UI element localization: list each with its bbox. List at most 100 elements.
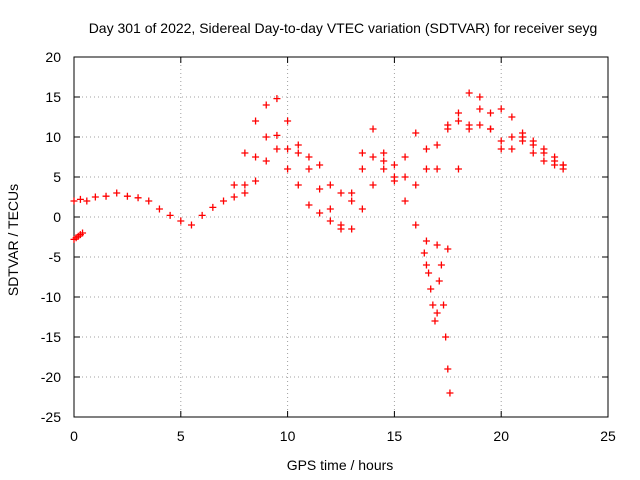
data-point [241,149,249,157]
data-point [435,277,443,285]
x-tick-label: 0 [70,428,78,444]
data-point [70,197,78,205]
data-point [401,173,409,181]
data-point [79,229,87,237]
data-point [422,165,430,173]
data-point [369,125,377,133]
data-point [155,205,163,213]
data-point [102,192,110,200]
data-point [230,193,238,201]
x-tick-labels: 0 5 10 15 20 25 [70,428,616,444]
data-point [380,157,388,165]
y-axis-label: SDTVAR / TECUs [5,184,21,296]
data-point [444,365,452,373]
x-tick-label: 10 [280,428,296,444]
data-point [401,197,409,205]
data-point [273,95,281,103]
data-point [262,157,270,165]
data-point [412,129,420,137]
data-point [273,131,281,139]
data-point [476,93,484,101]
data-point [454,109,462,117]
data-point [429,301,437,309]
x-tick-label: 5 [177,428,185,444]
data-point [198,211,206,219]
data-point [442,333,450,341]
data-point [284,165,292,173]
x-tick-label: 25 [600,428,616,444]
data-point [316,185,324,193]
data-point [420,249,428,257]
data-point [465,125,473,133]
data-point [540,145,548,153]
data-point [465,89,473,97]
data-point [508,133,516,141]
data-point [433,241,441,249]
data-point [369,153,377,161]
data-point [529,137,537,145]
data-point [497,137,505,145]
series-early-offset [70,229,87,243]
data-point [284,117,292,125]
chart-title: Day 301 of 2022, Sidereal Day-to-day VTE… [89,20,598,36]
data-point [551,161,559,169]
data-point [91,193,99,201]
data-point [427,285,435,293]
data-point [348,225,356,233]
data-point [444,245,452,253]
data-point [262,101,270,109]
data-point [305,153,313,161]
y-tick-label: 10 [45,129,61,145]
data-point [252,177,260,185]
data-point [252,153,260,161]
data-point [230,181,238,189]
data-point [337,189,345,197]
data-point [508,113,516,121]
data-point [390,177,398,185]
data-series [70,89,567,397]
data-point [446,389,454,397]
data-point [390,161,398,169]
data-point [209,203,217,211]
data-point [241,189,249,197]
y-tick-labels: -25 -20 -15 -10 -5 0 5 10 15 20 [41,49,61,425]
y-tick-label: -25 [41,409,61,425]
data-point [262,133,270,141]
data-point [508,145,516,153]
data-point [316,209,324,217]
data-point [380,149,388,157]
data-point [540,157,548,165]
series-deep-dip [420,249,454,397]
y-tick-label: 5 [53,169,61,185]
series-trace-a [70,89,567,229]
data-point [519,133,527,141]
data-point [422,145,430,153]
data-point [358,165,366,173]
data-point [113,189,121,197]
data-point [454,117,462,125]
data-point [551,153,559,161]
x-tick-label: 15 [387,428,403,444]
data-point [284,145,292,153]
y-tick-label: -10 [41,289,61,305]
data-point [497,145,505,153]
data-point [358,205,366,213]
data-point [316,161,324,169]
data-point [412,221,420,229]
data-point [422,261,430,269]
data-point [437,261,445,269]
data-point [305,165,313,173]
data-point [166,211,174,219]
data-point [294,181,302,189]
data-point [425,269,433,277]
data-point [123,192,131,200]
data-point [337,225,345,233]
data-point [326,205,334,213]
axis-ticks [73,56,609,418]
data-point [454,165,462,173]
data-point [134,194,142,202]
y-tick-label: 20 [45,49,61,65]
y-tick-label: 0 [53,209,61,225]
data-point [348,189,356,197]
